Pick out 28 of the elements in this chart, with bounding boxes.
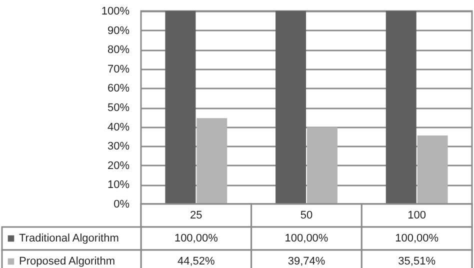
bar	[386, 11, 416, 204]
data-label: 39,74%	[288, 256, 326, 268]
data-label: 100,00%	[284, 232, 328, 244]
y-tick-label: 70%	[107, 63, 130, 76]
y-tick-label: 20%	[107, 160, 130, 172]
x-tick-label: 100	[408, 210, 426, 222]
bar	[417, 135, 448, 204]
y-tick-label: 80%	[107, 44, 130, 56]
bar	[306, 127, 338, 204]
bar	[276, 11, 306, 204]
data-label: 44,52%	[178, 256, 216, 268]
x-tick-label: 25	[190, 210, 202, 222]
y-tick-label: 50%	[107, 102, 130, 114]
legend-label: Proposed Algorithm	[19, 256, 115, 268]
bar	[165, 11, 196, 204]
bar	[196, 118, 228, 204]
legend-label: Traditional Algorithm	[19, 232, 119, 244]
y-tick-label: 100%	[101, 6, 130, 18]
y-tick-label: 0%	[114, 198, 130, 210]
data-label: 100,00%	[174, 232, 218, 244]
data-label: 35,51%	[398, 256, 436, 268]
x-tick-label: 50	[300, 210, 313, 222]
y-tick-label: 10%	[107, 179, 130, 192]
y-tick-label: 40%	[107, 121, 130, 134]
y-tick-label: 90%	[107, 24, 130, 37]
y-tick-label: 30%	[107, 140, 130, 153]
data-label: 100,00%	[395, 232, 439, 244]
y-tick-label: 60%	[107, 82, 130, 95]
